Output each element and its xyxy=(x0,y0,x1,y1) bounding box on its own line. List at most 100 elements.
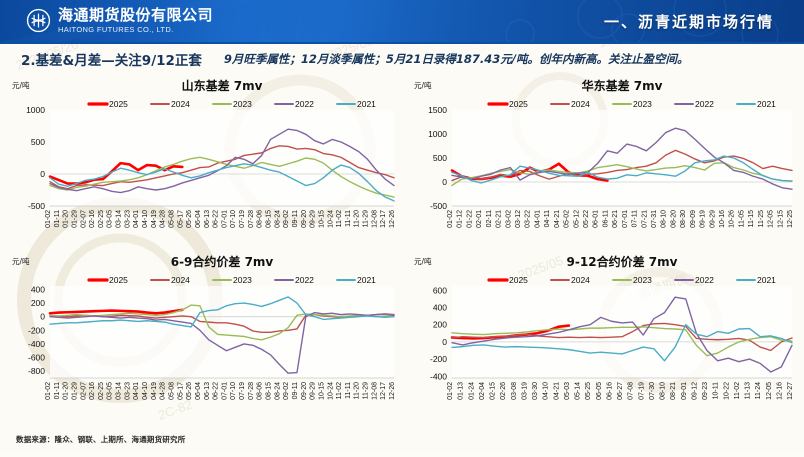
x-tick-label: 02-16 xyxy=(89,382,96,400)
company-logo: 海通期货股份有限公司 HAITONG FUTURES CO., LTD. xyxy=(26,8,213,34)
x-tick-label: 07-30 xyxy=(649,382,656,400)
x-tick-label: 09-09 xyxy=(690,210,697,228)
header-divider xyxy=(0,42,804,44)
x-tick-label: 05-08 xyxy=(168,210,175,228)
x-tick-label: 03-14 xyxy=(116,382,123,400)
x-tick-label: 04-28 xyxy=(160,210,167,228)
x-tick-label: 01-20 xyxy=(63,382,70,400)
x-tick-label: 05-08 xyxy=(168,382,175,400)
x-tick-label: 07-28 xyxy=(248,382,255,400)
x-tick-label: 08-20 xyxy=(670,210,677,228)
x-tick-label: 11-20 xyxy=(354,382,361,399)
x-tick-label: 05-26 xyxy=(186,382,193,400)
x-tick-label: 01-13 xyxy=(458,382,465,400)
y-tick-label: 0 xyxy=(442,337,447,347)
chart-panel-sep-dec-spread: 元/吨 9-12合约价差 7mv 600 400 200 0 -200 -400 2025 202… xyxy=(408,252,800,424)
x-tick-label: 03-05 xyxy=(107,210,114,228)
x-tick-label: 03-19 xyxy=(521,382,528,400)
x-tick-label: 07-19 xyxy=(638,382,645,400)
x-tick-label: 06-22 xyxy=(213,210,220,228)
y-tick-label: 400 xyxy=(31,284,45,294)
x-tick-label: 08-30 xyxy=(680,210,687,228)
x-tick-label: 12-26 xyxy=(389,382,396,400)
x-tick-label: 06-11 xyxy=(602,210,609,227)
slide-subtitle-row: 2.基差&月差—关注9/12正套 9月旺季属性；12月淡季属性；5月21日录得1… xyxy=(0,47,804,71)
x-tick-label: 09-11 xyxy=(292,382,299,399)
x-tick-label: 01-29 xyxy=(71,382,78,400)
x-tick-label: 10-24 xyxy=(327,382,334,400)
company-name-cn: 海通期货股份有限公司 xyxy=(58,6,214,24)
x-tick-label: 11-02 xyxy=(336,210,343,227)
x-tick-label: 12-05 xyxy=(768,210,775,228)
legend-label-2024: 2024 xyxy=(571,275,590,285)
x-tick-label: 04-11 xyxy=(544,210,551,227)
x-tick-label: 06-01 xyxy=(593,210,600,228)
x-tick-label: 04-10 xyxy=(142,210,149,228)
x-tick-label: 03-02 xyxy=(505,210,512,228)
x-tick-label: 02-15 xyxy=(490,382,497,400)
x-tick-label: 05-14 xyxy=(575,382,582,400)
x-tick-label: 11-11 xyxy=(345,210,352,227)
x-tick-label: 06-22 xyxy=(213,382,220,400)
y-tick-label: -200 xyxy=(430,354,447,364)
y-axis-unit: 元/吨 xyxy=(414,80,432,90)
y-tick-label: 600 xyxy=(433,285,447,295)
x-tick-label: 12-15 xyxy=(777,210,784,228)
slide-note: 9月旺季属性；12月淡季属性；5月21日录得187.43元/吨。创年内新高。关注… xyxy=(223,52,689,66)
x-tick-label: 03-23 xyxy=(124,382,131,400)
x-tick-label: 12-17 xyxy=(380,210,387,228)
x-tick-label: 07-19 xyxy=(239,382,246,400)
x-tick-label: 01-02 xyxy=(45,210,52,228)
x-tick-label: 04-19 xyxy=(151,210,158,228)
x-tick-label: 12-17 xyxy=(380,382,387,400)
x-tick-label: 11-29 xyxy=(363,382,370,399)
x-tick-label: 01-12 xyxy=(457,210,464,228)
x-tick-label: 07-08 xyxy=(628,382,635,400)
x-tick-label: 12-08 xyxy=(371,382,378,400)
x-tick-label: 09-29 xyxy=(310,382,317,400)
x-tick-label: 07-10 xyxy=(230,210,237,228)
x-tick-label: 05-17 xyxy=(177,382,184,400)
x-tick-label: 10-24 xyxy=(327,210,334,228)
legend-label-2021: 2021 xyxy=(757,275,776,285)
x-tick-label: 09-20 xyxy=(301,382,308,400)
x-tick-label: 11-20 xyxy=(354,210,361,227)
x-tick-label: 10-16 xyxy=(719,210,726,228)
x-tick-label: 01-02 xyxy=(447,382,454,400)
legend-label-2022: 2022 xyxy=(295,275,314,285)
x-tick-label: 05-02 xyxy=(564,210,571,228)
y-tick-label: 0 xyxy=(40,312,45,322)
chart-panel-jun-sep-spread: 元/吨 6-9合约价差 7mv 400 200 0 -200 -400 -600 -800 202… xyxy=(6,252,402,424)
x-tick-label: 02-04 xyxy=(479,382,486,400)
legend-label-2022: 2022 xyxy=(695,275,714,285)
x-tick-label: 09-29 xyxy=(310,210,317,228)
x-tick-label: 09-01 xyxy=(681,382,688,400)
x-tick-label: 10-15 xyxy=(318,210,325,228)
x-tick-label: 03-05 xyxy=(107,382,114,400)
x-tick-label: 04-19 xyxy=(151,382,158,400)
x-tick-label: 04-01 xyxy=(133,210,140,228)
haitong-circle-logo-icon xyxy=(26,9,51,33)
x-tick-label: 04-01 xyxy=(534,210,541,228)
x-tick-label: 08-06 xyxy=(257,210,264,228)
x-tick-label: 12-16 xyxy=(776,382,783,400)
legend-label-2025: 2025 xyxy=(509,99,528,109)
x-tick-label: 02-01 xyxy=(476,210,483,228)
x-tick-label: 10-22 xyxy=(723,382,730,400)
y-tick-label: 500 xyxy=(433,153,447,163)
chart-jun-sep-spread: 元/吨 6-9合约价差 7mv 400 200 0 -200 -400 -600 -800 202… xyxy=(12,254,396,400)
y-axis-unit: 元/吨 xyxy=(12,256,30,266)
y-axis-unit: 元/吨 xyxy=(414,256,432,266)
chart-panel-shandong-basis: 元/吨 山东基差 7mv 1000 500 0 -500 2025 2024 2023 2022 2… xyxy=(6,76,402,252)
x-tick-label: 02-21 xyxy=(496,210,503,228)
x-tick-label: 12-27 xyxy=(787,382,794,400)
x-tick-label: 02-11 xyxy=(486,210,493,227)
x-tick-label: 11-11 xyxy=(345,382,352,399)
x-tick-label: 07-31 xyxy=(651,210,658,228)
y-tick-label: -400 xyxy=(430,371,447,381)
x-tick-label: 06-13 xyxy=(204,210,211,228)
x-tick-label: 05-22 xyxy=(583,210,590,228)
x-tick-label: 08-15 xyxy=(266,382,273,400)
x-tick-label: 06-05 xyxy=(596,382,603,400)
legend-label-2025: 2025 xyxy=(109,275,128,285)
